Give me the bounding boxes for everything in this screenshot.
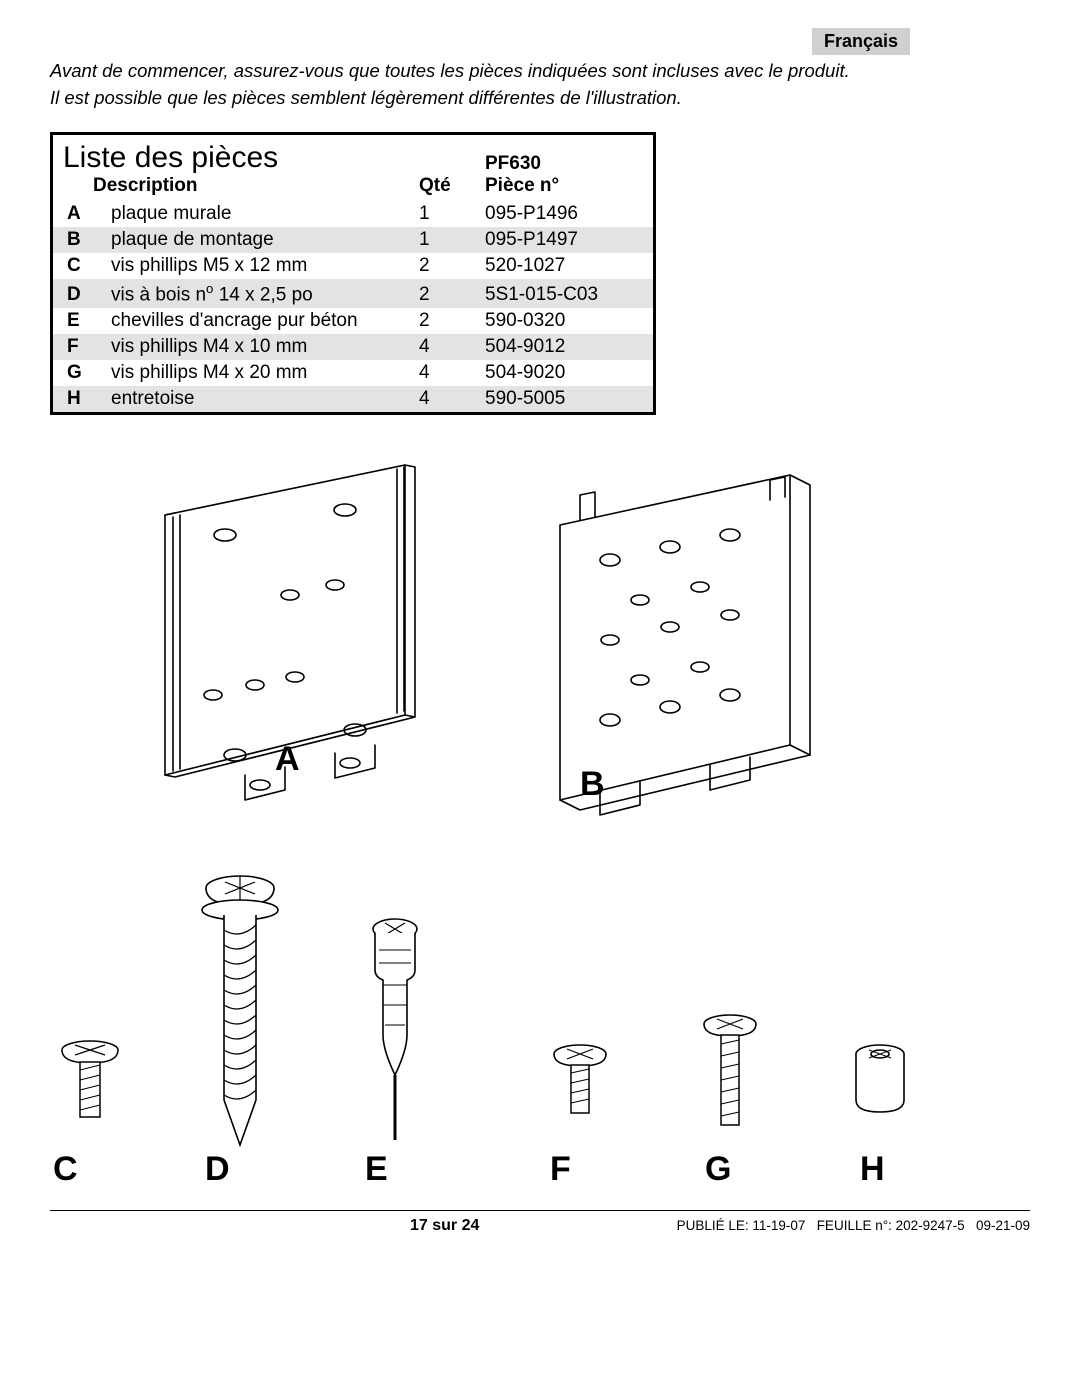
table-row: Hentretoise4590-5005 <box>53 386 653 412</box>
row-desc: vis phillips M4 x 10 mm <box>103 334 411 360</box>
row-part: 095-P1496 <box>477 201 653 227</box>
label-d: D <box>205 1150 230 1189</box>
row-qty: 1 <box>411 227 477 253</box>
row-qty: 4 <box>411 334 477 360</box>
parts-table: Liste des pièces PF630 Description Qté P… <box>53 135 653 412</box>
row-part: 5S1-015-C03 <box>477 279 653 308</box>
footer-date: 09-21-09 <box>976 1218 1030 1233</box>
diagram-screw-f <box>540 1040 620 1140</box>
footer-sheet: FEUILLE n°: 202-9247-5 <box>817 1218 965 1233</box>
row-qty: 2 <box>411 253 477 279</box>
row-qty: 4 <box>411 386 477 412</box>
language-tag: Français <box>812 28 910 55</box>
row-letter: E <box>53 308 103 334</box>
intro-text: Avant de commencer, assurez-vous que tou… <box>50 58 1030 112</box>
parts-title: Liste des pièces <box>53 135 477 175</box>
parts-list-box: Liste des pièces PF630 Description Qté P… <box>50 132 656 415</box>
row-desc: chevilles d'ancrage pur béton <box>103 308 411 334</box>
row-qty: 2 <box>411 279 477 308</box>
row-qty: 2 <box>411 308 477 334</box>
row-letter: A <box>53 201 103 227</box>
row-desc: entretoise <box>103 386 411 412</box>
row-letter: C <box>53 253 103 279</box>
diagram-anchor-e <box>355 915 435 1155</box>
diagram-screw-d <box>190 870 290 1160</box>
row-part: 590-0320 <box>477 308 653 334</box>
intro-line1: Avant de commencer, assurez-vous que tou… <box>50 60 850 81</box>
page-number: 17 sur 24 <box>410 1217 479 1235</box>
label-f: F <box>550 1150 571 1189</box>
row-letter: H <box>53 386 103 412</box>
row-desc: vis phillips M5 x 12 mm <box>103 253 411 279</box>
row-letter: B <box>53 227 103 253</box>
diagram-screw-g <box>690 1010 770 1150</box>
label-h: H <box>860 1150 885 1189</box>
intro-line2: Il est possible que les pièces semblent … <box>50 87 682 108</box>
hdr-qty: Qté <box>411 175 477 201</box>
diagram-spacer-h <box>845 1040 915 1130</box>
footer-published: PUBLIÉ LE: 11-19-07 <box>677 1218 806 1233</box>
table-row: Cvis phillips M5 x 12 mm2520-1027 <box>53 253 653 279</box>
row-letter: G <box>53 360 103 386</box>
row-part: 095-P1497 <box>477 227 653 253</box>
page-footer: 17 sur 24 PUBLIÉ LE: 11-19-07 FEUILLE n°… <box>50 1217 1030 1235</box>
table-row: Echevilles d'ancrage pur béton2590-0320 <box>53 308 653 334</box>
label-a: A <box>275 740 300 779</box>
diagram-area: A <box>50 440 1030 1200</box>
row-desc: vis à bois no 14 x 2,5 po <box>103 279 411 308</box>
table-row: Fvis phillips M4 x 10 mm4504-9012 <box>53 334 653 360</box>
row-desc: vis phillips M4 x 20 mm <box>103 360 411 386</box>
row-desc: plaque de montage <box>103 227 411 253</box>
label-c: C <box>53 1150 78 1189</box>
row-desc: plaque murale <box>103 201 411 227</box>
row-letter: D <box>53 279 103 308</box>
model-number: PF630 <box>477 135 653 175</box>
label-g: G <box>705 1150 731 1189</box>
row-letter: F <box>53 334 103 360</box>
row-part: 504-9012 <box>477 334 653 360</box>
table-row: Bplaque de montage1095-P1497 <box>53 227 653 253</box>
label-b: B <box>580 765 605 804</box>
diagram-plate-a <box>145 455 465 825</box>
table-row: Aplaque murale1095-P1496 <box>53 201 653 227</box>
row-qty: 4 <box>411 360 477 386</box>
table-row: Dvis à bois no 14 x 2,5 po25S1-015-C03 <box>53 279 653 308</box>
row-part: 520-1027 <box>477 253 653 279</box>
label-e: E <box>365 1150 388 1189</box>
diagram-screw-c <box>50 1035 130 1145</box>
hdr-partno: Pièce n° <box>477 175 653 201</box>
row-part: 504-9020 <box>477 360 653 386</box>
row-part: 590-5005 <box>477 386 653 412</box>
row-qty: 1 <box>411 201 477 227</box>
footer-rule <box>50 1210 1030 1211</box>
footer-meta: PUBLIÉ LE: 11-19-07 FEUILLE n°: 202-9247… <box>677 1218 1030 1233</box>
table-row: Gvis phillips M4 x 20 mm4504-9020 <box>53 360 653 386</box>
hdr-description: Description <box>53 175 411 201</box>
